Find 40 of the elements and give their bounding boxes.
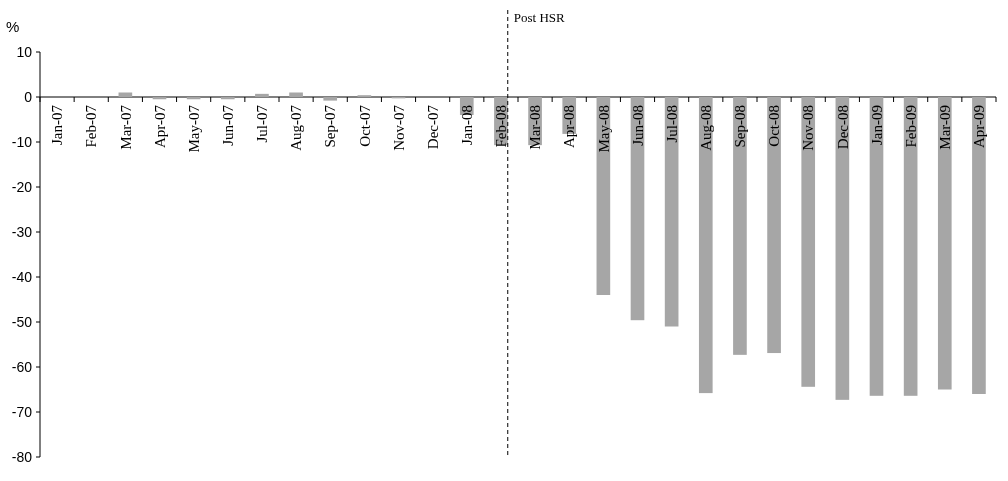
x-tick-label: May-07 bbox=[185, 104, 202, 153]
x-tick-label: Oct-08 bbox=[766, 105, 783, 147]
x-tick-label: Oct-07 bbox=[356, 104, 373, 147]
y-tick-label: -30 bbox=[11, 223, 33, 240]
x-tick-label: Dec-08 bbox=[834, 105, 851, 150]
y-tick-label: -50 bbox=[11, 313, 33, 330]
x-tick-label: Jul-08 bbox=[663, 105, 680, 143]
y-tick-label: -10 bbox=[11, 133, 33, 150]
x-tick-label: Jan-08 bbox=[459, 105, 476, 145]
y-tick-label: -20 bbox=[11, 178, 33, 195]
x-tick-label: Mar-07 bbox=[117, 104, 134, 150]
x-tick-label: Mar-09 bbox=[937, 105, 954, 150]
x-tick-label: Mar-08 bbox=[527, 105, 544, 150]
x-tick-label: Jun-08 bbox=[629, 105, 646, 146]
x-tick-label: Feb-07 bbox=[83, 104, 100, 148]
y-tick-label: -70 bbox=[11, 403, 33, 420]
y-tick-label: -60 bbox=[11, 358, 33, 375]
y-tick-label: -80 bbox=[11, 448, 33, 465]
x-tick-label: Sep-07 bbox=[322, 104, 339, 148]
x-tick-label: Apr-07 bbox=[151, 104, 168, 149]
x-tick-label: Aug-08 bbox=[698, 105, 715, 151]
x-tick-label: Aug-07 bbox=[288, 104, 305, 151]
x-tick-label: Jul-07 bbox=[254, 104, 271, 143]
y-tick-label: 0 bbox=[24, 88, 33, 105]
x-tick-label: Jan-09 bbox=[868, 105, 885, 145]
x-tick-label: Nov-08 bbox=[800, 105, 817, 151]
y-tick-label: 10 bbox=[16, 43, 33, 60]
x-tick-label: May-08 bbox=[595, 105, 612, 153]
y-axis-title: % bbox=[6, 18, 20, 35]
x-tick-label: Jun-07 bbox=[220, 104, 237, 146]
y-tick-label: -40 bbox=[11, 268, 33, 285]
x-tick-label: Sep-08 bbox=[732, 105, 749, 148]
ref-line-label: Post HSR bbox=[513, 10, 566, 25]
x-tick-label: Feb-08 bbox=[493, 105, 510, 148]
x-tick-label: Jan-07 bbox=[49, 104, 66, 145]
x-tick-label: Dec-07 bbox=[424, 104, 441, 150]
x-tick-label: Apr-09 bbox=[971, 105, 988, 149]
x-tick-label: Apr-08 bbox=[561, 105, 578, 149]
x-tick-label: Nov-07 bbox=[390, 104, 407, 151]
x-tick-label: Feb-09 bbox=[902, 105, 919, 148]
